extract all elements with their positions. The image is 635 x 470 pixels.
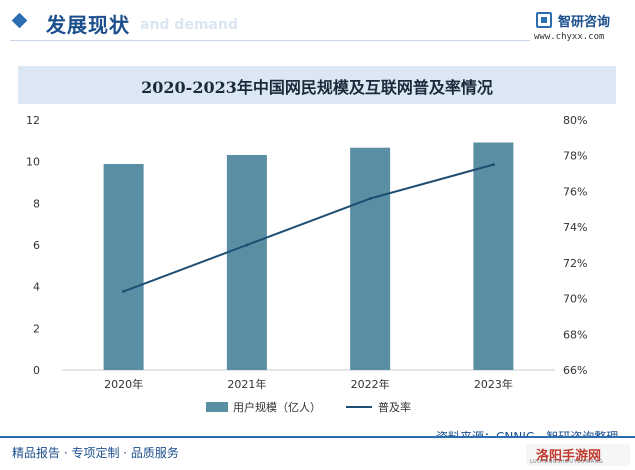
y-left-tick-label: 2 [33, 322, 40, 335]
y-left-tick-label: 12 [26, 114, 40, 127]
x-tick-label: 2021年 [227, 377, 266, 391]
line-point [368, 197, 372, 201]
y-right-tick-label: 80% [563, 114, 587, 127]
brand-url[interactable]: www.chyxx.com [534, 32, 605, 42]
page-title: 发展现状 [46, 13, 130, 37]
legend-label-line: 普及率 [378, 400, 411, 414]
x-tick-label: 2022年 [351, 377, 390, 391]
chart-title-bar: 2020-2023年中国网民规模及互联网普及率情况 [18, 66, 616, 104]
brand-logo-icon [536, 12, 552, 28]
x-tick-label: 2020年 [104, 377, 143, 391]
legend-swatch-bar [206, 402, 228, 412]
y-left-tick-label: 6 [33, 239, 40, 252]
brand-name: 智研咨询 [558, 15, 611, 30]
y-right-tick-label: 76% [563, 185, 587, 198]
header-watermark-text: and demand [140, 17, 238, 33]
y-left-tick-label: 0 [33, 364, 40, 377]
y-right-tick-label: 74% [563, 221, 587, 234]
line-point [245, 243, 249, 247]
bar [226, 155, 267, 370]
section-diamond-icon [11, 12, 28, 29]
y-right-tick-label: 66% [563, 364, 587, 377]
site-badge-title: 洛阳手游网 [536, 449, 602, 464]
y-left-tick-label: 10 [26, 156, 40, 169]
y-right-tick-label: 70% [563, 293, 587, 306]
line-point [491, 163, 495, 167]
brand-logo[interactable]: 智研咨询 www.chyxx.com [534, 10, 634, 44]
chart-title: 2020-2023年中国网民规模及互联网普及率情况 [141, 78, 493, 97]
y-right-tick-label: 68% [563, 328, 587, 341]
bar [103, 163, 144, 370]
line-series-penetration [123, 163, 494, 293]
y-right-tick-label: 72% [563, 257, 587, 270]
legend-label-bar: 用户规模（亿人） [233, 400, 321, 414]
x-tick-label: 2023年 [474, 377, 513, 391]
footer-slogan: 精品报告 · 专项定制 · 品质服务 [12, 446, 179, 460]
bar [473, 142, 514, 370]
page-header: and demand 发展现状 [0, 0, 635, 46]
header-divider [10, 40, 530, 41]
combo-chart: 0 2 4 6 8 10 12 66% 68% 70% 72% 74% 76% 78% 80% 2020年 20… [26, 114, 587, 414]
bar [350, 147, 391, 370]
y-right-tick-label: 78% [563, 150, 587, 163]
y-left-tick-label: 4 [33, 281, 40, 294]
line-point [122, 289, 126, 293]
y-left-tick-label: 8 [33, 197, 40, 210]
site-badge-subtitle: LUOYANGSHOUYOUWANG [530, 459, 604, 465]
site-badge[interactable]: 洛阳手游网 LUOYANGSHOUYOUWANG [526, 444, 630, 466]
